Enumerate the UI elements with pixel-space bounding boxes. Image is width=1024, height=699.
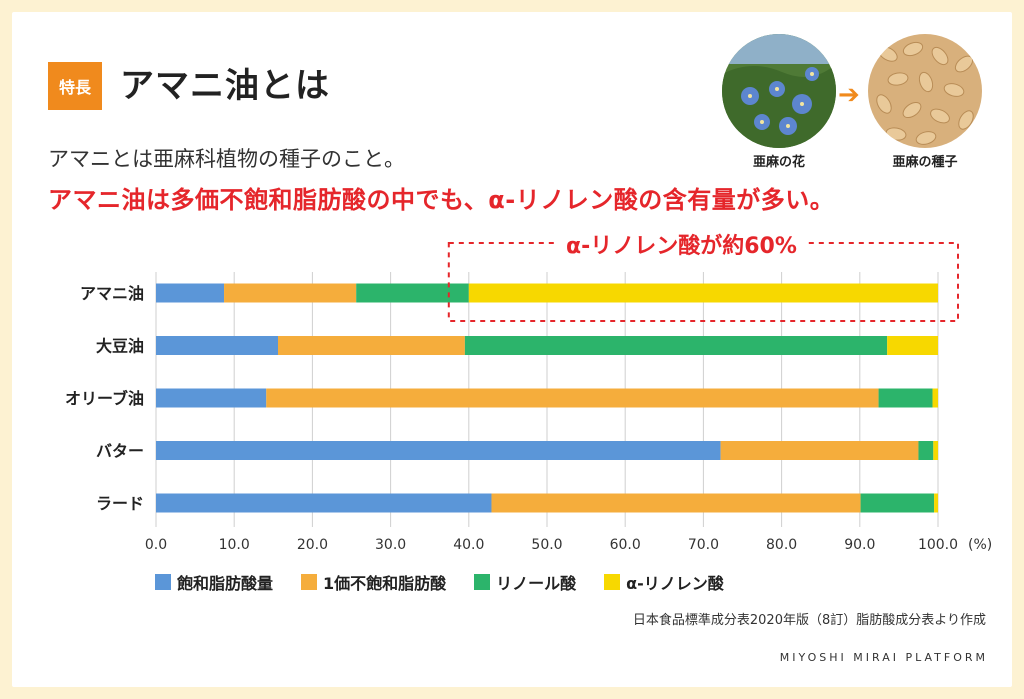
callout-label: α-リノレン酸が約60%	[558, 228, 805, 260]
flax-seed-image	[868, 34, 982, 148]
bar-segment	[860, 493, 935, 513]
category-label: アマニ油	[80, 284, 144, 303]
bar-segment	[918, 441, 934, 460]
source-note: 日本食品標準成分表2020年版（8訂）脂肪酸成分表より作成	[632, 613, 986, 628]
x-unit-label: (%)	[968, 537, 992, 553]
legend-swatch	[155, 574, 171, 590]
legend-swatch	[474, 574, 491, 590]
category-label: ラード	[96, 494, 144, 513]
feature-badge: 特長	[48, 62, 102, 110]
page-title: アマニ油とは	[120, 66, 330, 106]
bar-segment	[491, 493, 861, 513]
legend-label: α-リノレン酸	[626, 574, 724, 593]
x-tick-label: 20.0	[297, 537, 328, 553]
bar-segment	[156, 441, 721, 460]
x-tick-label: 50.0	[531, 537, 562, 553]
bar-segment	[156, 283, 225, 303]
bar-segment	[878, 388, 933, 408]
legend-item-linoleic: リノール酸	[474, 570, 576, 594]
legend-item-saturated: 飽和脂肪酸量	[155, 570, 273, 594]
right-arrow-icon: ➔	[838, 80, 860, 110]
chart-legend: 飽和脂肪酸量 1価不飽和脂肪酸 リノール酸 α-リノレン酸	[155, 570, 724, 594]
legend-swatch	[604, 574, 621, 590]
legend-label: リノール酸	[496, 574, 577, 593]
bar-segment	[887, 336, 938, 355]
category-label: オリーブ油	[65, 389, 144, 408]
x-tick-label: 90.0	[844, 537, 875, 553]
bar-segment	[464, 336, 888, 355]
x-tick-label: 80.0	[766, 537, 797, 553]
bar-segment	[156, 388, 267, 408]
platform-credit: MIYOSHI MIRAI PLATFORM	[779, 651, 988, 664]
bar-segment	[356, 283, 469, 303]
legend-swatch	[301, 574, 318, 590]
bar-segment	[468, 283, 938, 303]
bar-segment	[932, 388, 938, 408]
x-tick-label: 60.0	[610, 537, 641, 553]
intro-text: アマニとは亜麻科植物の種子のこと。	[48, 147, 405, 171]
legend-label: 1価不飽和脂肪酸	[323, 574, 447, 593]
bar-segment	[933, 441, 938, 460]
x-tick-label: 0.0	[145, 537, 167, 553]
legend-item-mono: 1価不飽和脂肪酸	[301, 570, 446, 594]
x-tick-label: 40.0	[453, 537, 484, 553]
flower-caption: 亜麻の花	[752, 155, 805, 170]
bar-segment	[934, 493, 938, 513]
x-tick-label: 30.0	[375, 537, 406, 553]
x-tick-label: 70.0	[688, 537, 719, 553]
bar-segment	[156, 336, 278, 355]
x-tick-label: 100.0	[918, 537, 958, 553]
category-label: バター	[96, 442, 144, 461]
seed-caption: 亜麻の種子	[892, 155, 958, 170]
x-tick-label: 10.0	[219, 537, 250, 553]
legend-label: 飽和脂肪酸量	[177, 574, 274, 593]
category-label: 大豆油	[96, 337, 144, 356]
legend-item-alpha: α-リノレン酸	[604, 570, 724, 594]
bar-segment	[720, 441, 919, 460]
bar-segment	[277, 336, 465, 355]
bar-segment	[266, 388, 879, 408]
bar-segment	[224, 283, 357, 303]
bar-segment	[156, 493, 492, 513]
highlight-text: アマニ油は多価不飽和脂肪酸の中でも、α-リノレン酸の含有量が多い。	[48, 186, 835, 214]
